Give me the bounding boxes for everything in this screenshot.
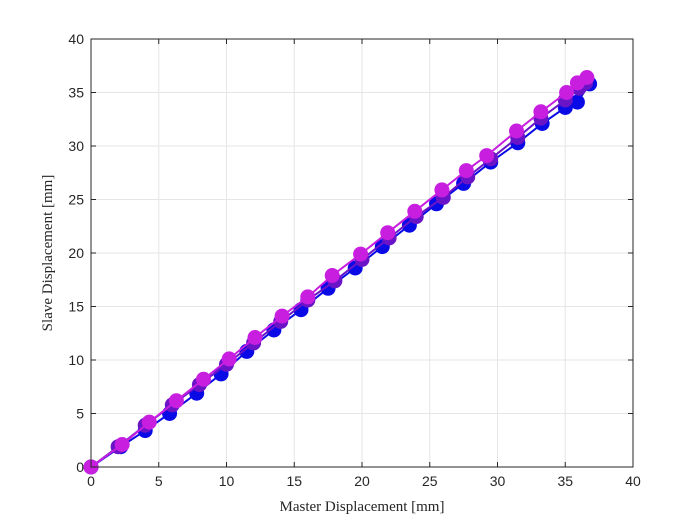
data-point — [579, 70, 595, 85]
data-point — [407, 203, 423, 219]
data-point — [274, 308, 290, 324]
data-point — [247, 330, 263, 345]
data-point — [533, 104, 549, 120]
x-tick-label: 10 — [219, 473, 235, 489]
data-point — [434, 182, 450, 198]
y-tick-label: 0 — [76, 459, 84, 475]
y-tick-label: 40 — [68, 31, 84, 47]
x-tick-label: 15 — [286, 473, 302, 489]
data-point — [380, 225, 396, 241]
x-tick-label: 25 — [422, 473, 438, 489]
y-tick-label: 30 — [68, 138, 84, 154]
data-point — [141, 414, 157, 430]
data-point — [479, 148, 495, 164]
y-axis-label: Slave Displacement [mm] — [40, 175, 56, 332]
x-tick-label: 35 — [557, 473, 573, 489]
data-point — [196, 371, 211, 387]
tick-labels: 0 5 10 15 20 25 30 35 40 0 5 10 15 20 25 30 35 40 — [68, 31, 641, 489]
x-tick-label: 40 — [625, 473, 641, 489]
y-tick-label: 20 — [68, 245, 84, 261]
data-point — [324, 268, 340, 283]
data-point — [509, 123, 524, 139]
series-3 — [83, 70, 595, 475]
x-axis-label: Master Displacement [mm] — [280, 499, 445, 515]
y-tick-label: 5 — [76, 406, 84, 422]
data-point — [300, 289, 316, 305]
data-series — [83, 70, 598, 475]
data-point — [168, 393, 184, 409]
x-tick-label: 20 — [354, 473, 370, 489]
y-tick-label: 25 — [68, 192, 84, 208]
x-tick-label: 5 — [155, 473, 163, 489]
y-tick-label: 15 — [68, 299, 84, 315]
data-point — [353, 246, 369, 262]
y-tick-label: 10 — [68, 352, 84, 368]
data-point — [458, 163, 474, 179]
axes — [90, 38, 634, 468]
y-tick-label: 35 — [68, 85, 84, 101]
data-point — [114, 437, 130, 452]
x-tick-label: 30 — [490, 473, 506, 489]
data-point — [221, 351, 237, 367]
x-tick-label: 0 — [87, 473, 95, 489]
data-point — [559, 85, 575, 100]
data-point — [569, 94, 585, 110]
